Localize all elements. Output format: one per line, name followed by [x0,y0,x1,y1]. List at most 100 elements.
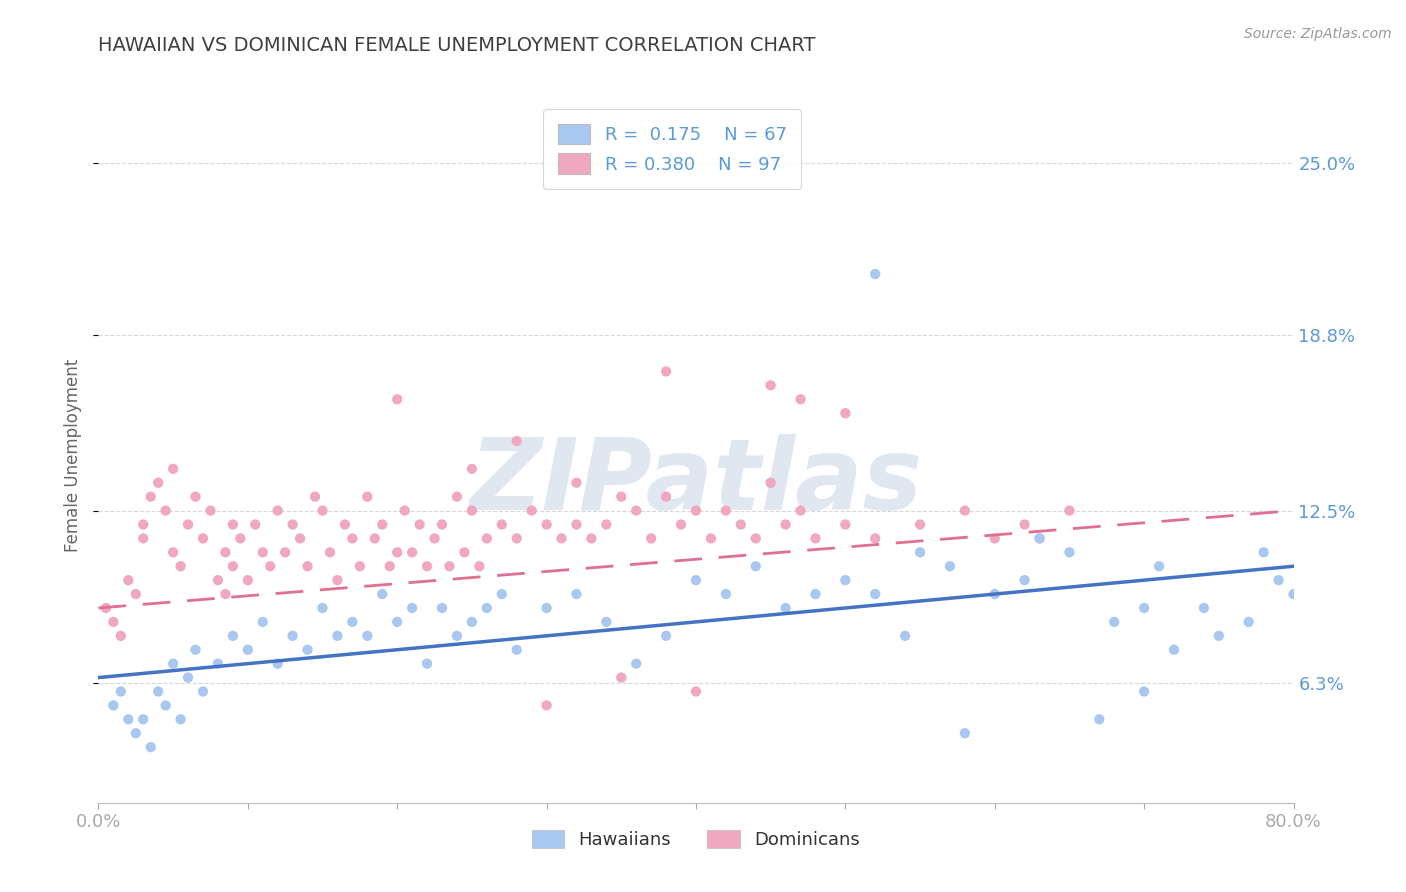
Point [468,559,491,574]
Point [439,559,461,574]
Point [1253,545,1275,559]
Point [214,587,236,601]
Point [267,503,290,517]
Point [1014,517,1036,532]
Point [865,532,887,546]
Point [685,573,707,587]
Point [1208,629,1230,643]
Text: HAWAIIAN VS DOMINICAN FEMALE UNEMPLOYMENT CORRELATION CHART: HAWAIIAN VS DOMINICAN FEMALE UNEMPLOYMEN… [98,36,815,54]
Point [311,601,333,615]
Point [669,517,692,532]
Point [655,629,678,643]
Point [281,629,304,643]
Point [626,503,648,517]
Point [700,532,723,546]
Point [110,629,132,643]
Point [520,503,543,517]
Point [162,462,184,476]
Point [834,517,856,532]
Point [506,532,529,546]
Point [626,657,648,671]
Point [1163,642,1185,657]
Point [640,532,662,546]
Point [1133,601,1156,615]
Point [953,503,976,517]
Point [745,532,768,546]
Point [356,629,378,643]
Point [139,740,162,755]
Point [356,490,378,504]
Point [908,545,931,559]
Point [565,587,588,601]
Point [200,503,222,517]
Point [804,587,827,601]
Point [565,517,588,532]
Point [385,615,409,629]
Point [132,712,155,726]
Point [894,629,917,643]
Point [214,545,236,559]
Point [125,587,148,601]
Point [117,573,139,587]
Point [1282,587,1305,601]
Point [865,267,887,281]
Point [169,559,191,574]
Point [1028,532,1050,546]
Point [610,671,633,685]
Point [759,378,782,392]
Point [177,671,200,685]
Point [506,434,529,448]
Point [714,503,737,517]
Point [939,559,962,574]
Point [655,364,678,378]
Point [311,503,333,517]
Point [155,698,177,713]
Point [169,712,191,726]
Point [222,629,245,643]
Point [155,503,177,517]
Point [565,475,588,490]
Point [984,587,1007,601]
Point [297,559,319,574]
Point [865,587,887,601]
Point [461,462,484,476]
Point [222,559,245,574]
Point [236,573,259,587]
Point [804,532,827,546]
Point [191,684,214,698]
Point [610,490,633,504]
Point [953,726,976,740]
Point [319,545,342,559]
Point [789,503,811,517]
Point [1237,615,1260,629]
Point [908,517,931,532]
Point [229,532,252,546]
Point [236,642,259,657]
Point [342,532,364,546]
Point [184,490,207,504]
Point [1104,615,1126,629]
Point [430,517,453,532]
Point [117,712,139,726]
Point [297,642,319,657]
Legend: Hawaiians, Dominicans: Hawaiians, Dominicans [524,822,868,856]
Point [304,490,326,504]
Point [655,490,678,504]
Point [252,545,274,559]
Point [536,601,558,615]
Point [139,490,162,504]
Point [401,601,423,615]
Point [416,559,439,574]
Point [342,615,364,629]
Point [162,657,184,671]
Point [371,517,394,532]
Point [834,406,856,420]
Point [259,559,281,574]
Point [401,545,423,559]
Point [1059,503,1081,517]
Point [207,573,229,587]
Point [245,517,267,532]
Point [148,475,170,490]
Point [378,559,401,574]
Point [1133,684,1156,698]
